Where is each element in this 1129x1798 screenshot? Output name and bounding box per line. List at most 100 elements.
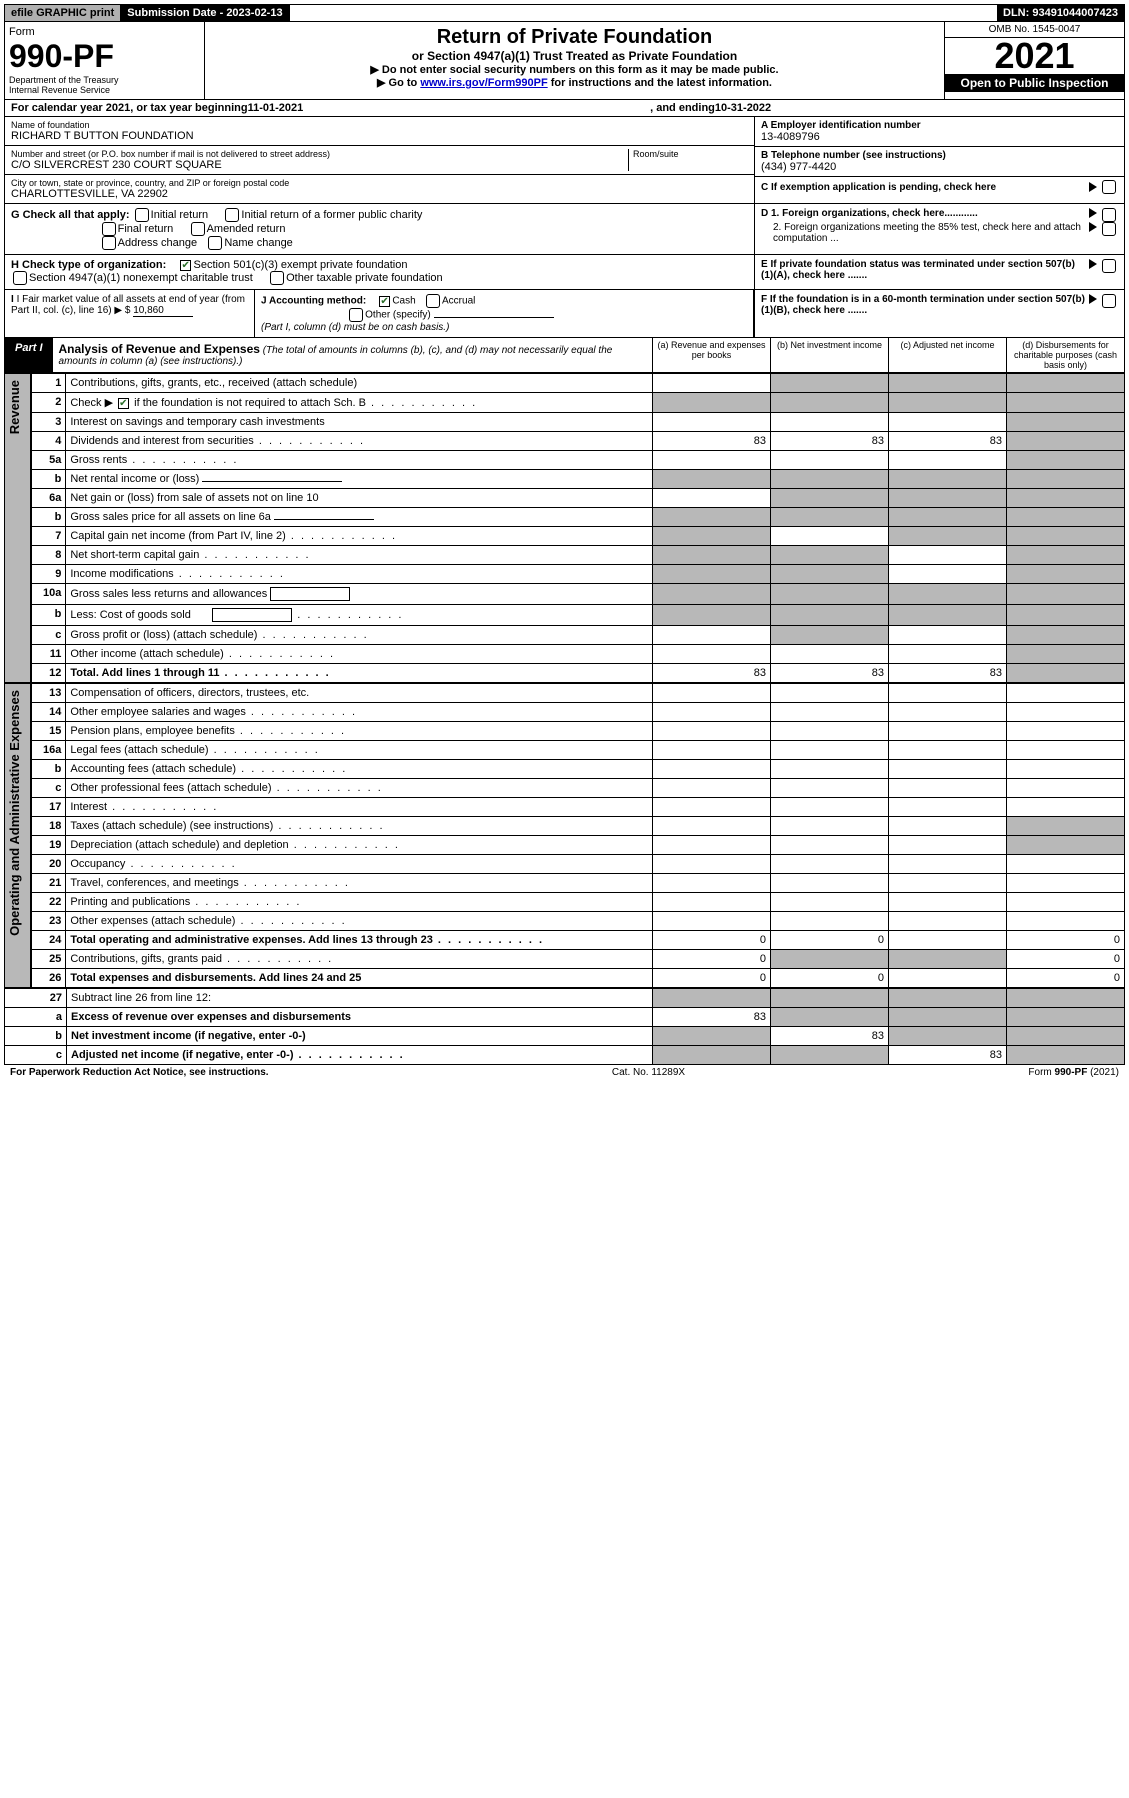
col-d-header: (d) Disbursements for charitable purpose… (1006, 338, 1124, 372)
efile-label: efile GRAPHIC print (5, 5, 121, 21)
j-accrual-checkbox[interactable] (426, 294, 440, 308)
d1-checkbox[interactable] (1102, 208, 1116, 222)
name-label: Name of foundation (11, 120, 748, 130)
cal-end: 10-31-2022 (715, 102, 771, 114)
part-1-tab: Part I (5, 338, 53, 372)
cal-begin: 11-01-2021 (248, 102, 304, 114)
table-row: 27Subtract line 26 from line 12: (5, 989, 1125, 1008)
arrow-icon (1089, 294, 1097, 304)
h-501c3-checkbox[interactable] (180, 260, 191, 271)
table-row: bGross sales price for all assets on lin… (32, 508, 1125, 527)
table-row: 6aNet gain or (loss) from sale of assets… (32, 489, 1125, 508)
table-row: 7Capital gain net income (from Part IV, … (32, 527, 1125, 546)
j-note: (Part I, column (d) must be on cash basi… (261, 322, 449, 333)
sch-b-checkbox[interactable] (118, 398, 129, 409)
table-row: 5aGross rents (32, 451, 1125, 470)
r5b-text: Net rental income or (loss) (70, 473, 199, 485)
dept-label: Department of the Treasury (9, 75, 200, 85)
exemption-label: C If exemption application is pending, c… (761, 182, 1086, 193)
r5b-line (202, 481, 342, 482)
table-row: 23Other expenses (attach schedule) (32, 912, 1125, 931)
r2-suffix: if the foundation is not required to att… (131, 397, 366, 409)
exemption-checkbox[interactable] (1102, 180, 1116, 194)
g-final: Final return (118, 223, 174, 235)
table-row: 24Total operating and administrative exp… (32, 931, 1125, 950)
h-other: Other taxable private foundation (286, 272, 443, 284)
table-row: cAdjusted net income (if negative, enter… (5, 1046, 1125, 1065)
arrow-icon (1089, 259, 1097, 269)
table-row: 20Occupancy (32, 855, 1125, 874)
j-label: J Accounting method: (261, 296, 366, 307)
g-address: Address change (118, 237, 198, 249)
opex-section: Operating and Administrative Expenses 13… (4, 683, 1125, 988)
table-row: 14Other employee salaries and wages (32, 703, 1125, 722)
f-checkbox[interactable] (1102, 294, 1116, 308)
table-row: 8Net short-term capital gain (32, 546, 1125, 565)
arrow-icon (1089, 208, 1097, 218)
city-label: City or town, state or province, country… (11, 178, 748, 188)
table-row: cGross profit or (loss) (attach schedule… (32, 626, 1125, 645)
g-initial-former-checkbox[interactable] (225, 208, 239, 222)
irs-link[interactable]: www.irs.gov/Form990PF (420, 77, 547, 89)
table-row: aExcess of revenue over expenses and dis… (5, 1008, 1125, 1027)
g-final-checkbox[interactable] (102, 222, 116, 236)
d1-label: D 1. Foreign organizations, check here..… (761, 208, 978, 219)
g-address-checkbox[interactable] (102, 236, 116, 250)
j-other-checkbox[interactable] (349, 308, 363, 322)
d2-checkbox[interactable] (1102, 222, 1116, 236)
j-accrual: Accrual (442, 296, 475, 307)
revenue-table: 1Contributions, gifts, grants, etc., rec… (31, 373, 1125, 683)
r6b-text: Gross sales price for all assets on line… (70, 511, 271, 523)
table-row: 16aLegal fees (attach schedule) (32, 741, 1125, 760)
foundation-name: RICHARD T BUTTON FOUNDATION (11, 130, 748, 142)
top-bar: efile GRAPHIC print Submission Date - 20… (4, 4, 1125, 22)
h-501c3: Section 501(c)(3) exempt private foundat… (193, 259, 407, 271)
g-amended-checkbox[interactable] (191, 222, 205, 236)
part-1-title: Analysis of Revenue and Expenses (59, 342, 260, 356)
footer-left: For Paperwork Reduction Act Notice, see … (10, 1067, 269, 1078)
j-other: Other (specify) (365, 310, 431, 321)
table-row: bNet investment income (if negative, ent… (5, 1027, 1125, 1046)
h-other-checkbox[interactable] (270, 271, 284, 285)
i-text: I Fair market value of all assets at end… (11, 294, 245, 316)
ein-label: A Employer identification number (761, 120, 1118, 131)
table-row: 26Total expenses and disbursements. Add … (32, 969, 1125, 988)
g-amended: Amended return (207, 223, 286, 235)
instruction-1: ▶ Do not enter social security numbers o… (213, 63, 936, 76)
opex-table: 13Compensation of officers, directors, t… (31, 683, 1125, 988)
revenue-side-label: Revenue (5, 374, 24, 440)
checks-h: H Check type of organization: Section 50… (4, 255, 1125, 290)
addr-label: Number and street (or P.O. box number if… (11, 149, 628, 159)
h-4947-checkbox[interactable] (13, 271, 27, 285)
line-27-table: 27Subtract line 26 from line 12: aExcess… (4, 988, 1125, 1065)
j-cash-checkbox[interactable] (379, 296, 390, 307)
phone-label: B Telephone number (see instructions) (761, 150, 1118, 161)
g-name-checkbox[interactable] (208, 236, 222, 250)
inst2-prefix: ▶ Go to (377, 77, 420, 89)
table-row: 10aGross sales less returns and allowanc… (32, 584, 1125, 605)
page-footer: For Paperwork Reduction Act Notice, see … (4, 1065, 1125, 1080)
col-a-header: (a) Revenue and expenses per books (652, 338, 770, 372)
g-initial: Initial return (151, 209, 208, 221)
row-ij: I I Fair market value of all assets at e… (4, 290, 1125, 338)
footer-mid: Cat. No. 11289X (612, 1067, 685, 1078)
table-row: 13Compensation of officers, directors, t… (32, 684, 1125, 703)
table-row: 22Printing and publications (32, 893, 1125, 912)
i-value: 10,860 (133, 305, 193, 317)
table-row: 1Contributions, gifts, grants, etc., rec… (32, 374, 1125, 393)
f-label: F If the foundation is in a 60-month ter… (761, 294, 1085, 316)
g-initial-checkbox[interactable] (135, 208, 149, 222)
instruction-2: ▶ Go to www.irs.gov/Form990PF for instru… (213, 76, 936, 89)
table-row: 3Interest on savings and temporary cash … (32, 413, 1125, 432)
footer-right: Form 990-PF (2021) (1028, 1067, 1119, 1078)
r6b-line (274, 519, 374, 520)
checks-g: G Check all that apply: Initial return I… (4, 204, 1125, 255)
open-inspection: Open to Public Inspection (945, 74, 1124, 92)
part-1-header: Part I Analysis of Revenue and Expenses … (4, 338, 1125, 373)
form-subtitle: or Section 4947(a)(1) Trust Treated as P… (213, 49, 936, 63)
e-checkbox[interactable] (1102, 259, 1116, 273)
room-label: Room/suite (633, 149, 748, 159)
dln: DLN: 93491044007423 (997, 5, 1124, 21)
tax-year: 2021 (945, 38, 1124, 74)
table-row: cOther professional fees (attach schedul… (32, 779, 1125, 798)
